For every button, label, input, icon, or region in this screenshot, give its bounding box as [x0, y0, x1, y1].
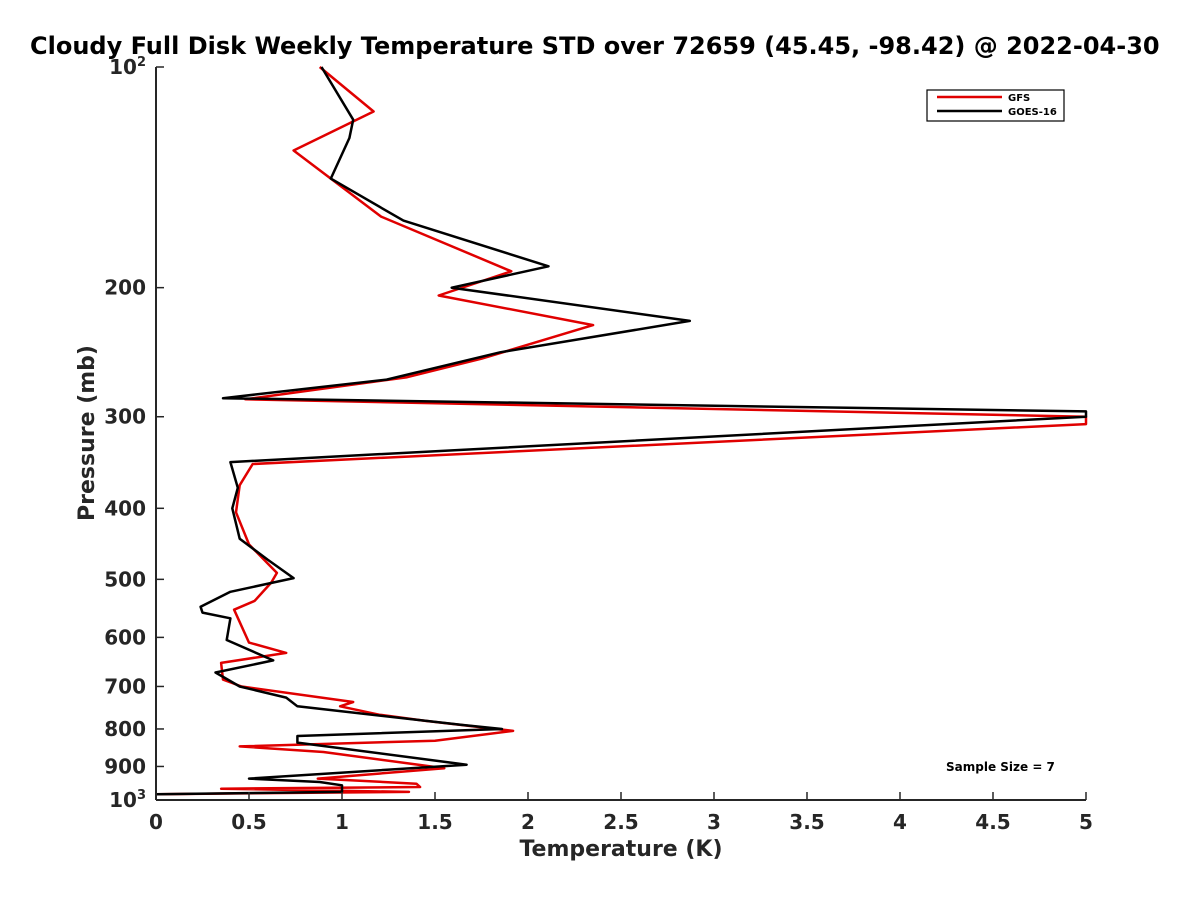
y-tick-label: 600	[104, 625, 146, 649]
x-tick-label: 0	[149, 810, 163, 834]
y-tick-label: 102	[109, 55, 146, 79]
x-tick-label: 1.5	[417, 810, 452, 834]
x-tick-label: 4.5	[975, 810, 1010, 834]
legend-label-goes16: GOES-16	[1008, 107, 1057, 118]
plot-area	[156, 67, 1086, 800]
y-tick-label: 700	[104, 674, 146, 698]
y-tick-label: 400	[104, 496, 146, 520]
x-ticks: 0 0.5 1 1.5 2 2.5 3 3.5 4 4.5 5	[149, 792, 1093, 834]
y-axis-label: Pressure (mb)	[75, 345, 100, 521]
x-tick-label: 1	[335, 810, 349, 834]
x-tick-label: 3	[707, 810, 721, 834]
y-tick-label: 800	[104, 717, 146, 741]
y-tick-label: 500	[104, 567, 146, 591]
x-tick-label: 5	[1079, 810, 1093, 834]
x-tick-label: 2	[521, 810, 535, 834]
legend: GFS GOES-16	[926, 89, 1065, 122]
legend-label-gfs: GFS	[1008, 93, 1030, 104]
x-tick-label: 4	[893, 810, 907, 834]
y-tick-label: 103	[109, 788, 146, 812]
x-tick-label: 2.5	[603, 810, 638, 834]
legend-box	[926, 89, 1065, 122]
chart-title: Cloudy Full Disk Weekly Temperature STD …	[30, 32, 1160, 60]
y-ticks: 102 200 300 400 500 600 700 800 900 103	[104, 55, 164, 812]
y-tick-label: 200	[104, 276, 146, 300]
series-line-gfs	[155, 66, 1088, 796]
x-axis-label: Temperature (K)	[519, 837, 722, 862]
x-tick-label: 0.5	[231, 810, 266, 834]
series-line-goes16	[155, 66, 1088, 796]
series-layer	[155, 66, 1088, 796]
x-tick-label: 3.5	[789, 810, 824, 834]
sample-size-annotation: Sample Size = 7	[946, 760, 1055, 774]
y-tick-label: 300	[104, 405, 146, 429]
y-tick-label: 900	[104, 754, 146, 778]
